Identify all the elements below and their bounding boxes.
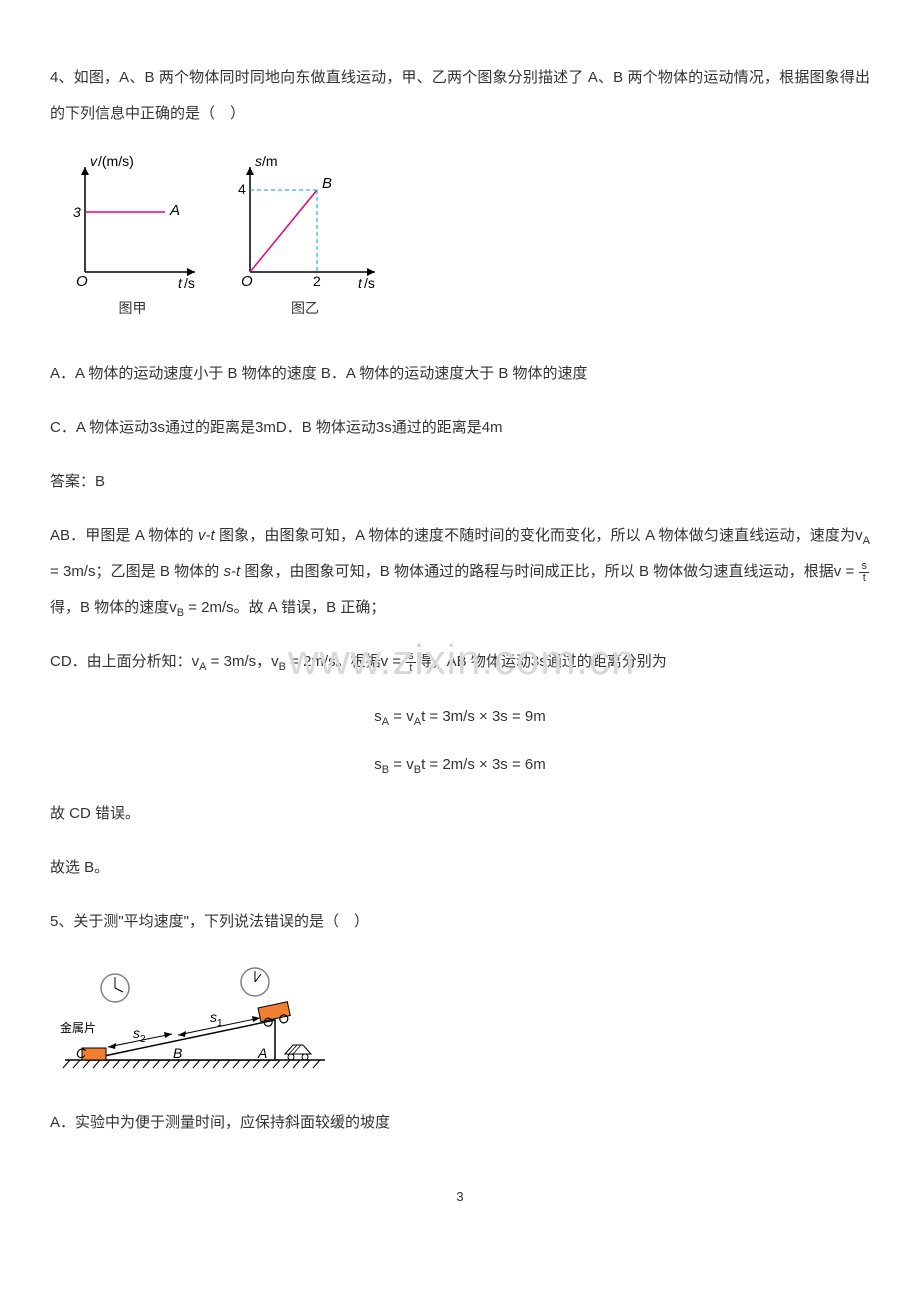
svg-text:/s: /s (184, 275, 195, 291)
q4-answer: 答案：B (50, 464, 870, 500)
q4-option-cd: C．A 物体运动3s通过的距离是3mD．B 物体运动3s通过的距离是4m (50, 410, 870, 446)
q5-figure-svg: s 1 s 2 金属片 A B C (60, 960, 330, 1075)
exp-ab-1: AB．甲图是 A 物体的 (50, 527, 198, 544)
svg-text:B: B (173, 1045, 182, 1061)
exp-ab-eq1: = 3m/s；乙图是 B 物体的 (50, 563, 223, 580)
chart-jia: 3 A v /(m/s) t /s O 图甲 (60, 152, 205, 326)
sb-eq: = (389, 756, 406, 773)
q4-text: 4、如图，A、B 两个物体同时同地向东做直线运动，甲、乙两个图象分别描述了 A、… (50, 60, 870, 132)
svg-text:O: O (76, 273, 88, 290)
frac-st: st (859, 561, 869, 584)
chart-jia-svg: 3 A v /(m/s) t /s O (60, 152, 205, 292)
frac-st-2: st (406, 651, 416, 674)
q4-conclusion: 故选 B。 (50, 850, 870, 886)
exp-ab-1e: = 2m/s。故 A 错误，B 正确； (184, 599, 385, 616)
exp-cd-1: CD．由上面分析知： (50, 653, 192, 670)
exp-ab-st: s-t (223, 563, 244, 580)
svg-text:2: 2 (140, 1034, 146, 1045)
svg-text:/m: /m (262, 153, 278, 169)
vb-sub: B (177, 607, 184, 619)
sa-v: v (406, 708, 414, 725)
q4-explain-cd-end: 故 CD 错误。 (50, 796, 870, 832)
vb: v (169, 599, 177, 616)
cd-eq2: = 2m/s。根据v = (286, 653, 405, 670)
exp-ab-vt: v-t (198, 527, 219, 544)
svg-text:2: 2 (313, 273, 321, 289)
sa-s: s (374, 708, 382, 725)
chart-yi: 4 2 B s /m t /s O 图乙 (225, 152, 385, 326)
sb-rest: t = 2m/s × 3s = 6m (421, 756, 546, 773)
svg-text:1: 1 (217, 1018, 223, 1029)
svg-text:s: s (133, 1025, 140, 1041)
chart-jia-caption: 图甲 (60, 292, 205, 326)
svg-text:C: C (76, 1045, 87, 1061)
eq-sa: sA = vAt = 3m/s × 3s = 9m (50, 699, 870, 735)
cd-vb-sub: B (279, 661, 286, 673)
q4-figures: 3 A v /(m/s) t /s O 图甲 4 2 B s /m t /s O (50, 152, 870, 326)
cd-vb: v (271, 653, 279, 670)
exp-cd-2: 得，AB 物体运动3s通过的距离分别为 (417, 653, 667, 670)
svg-text:O: O (241, 273, 253, 290)
eq-sb: sB = vBt = 2m/s × 3s = 6m (50, 747, 870, 783)
svg-text:/s: /s (364, 275, 375, 291)
svg-text:/(m/s): /(m/s) (98, 153, 134, 169)
svg-text:s: s (210, 1009, 217, 1025)
page-number: 3 (50, 1181, 870, 1212)
chart-yi-caption: 图乙 (225, 292, 385, 326)
svg-text:A: A (257, 1045, 267, 1061)
svg-text:t: t (358, 275, 363, 291)
sb-s: s (374, 756, 382, 773)
va-sub: A (863, 535, 870, 547)
frac-s: s (859, 561, 869, 573)
svg-text:s: s (255, 153, 262, 169)
q4-explain-ab: AB．甲图是 A 物体的 v-t 图象，由图象可知，A 物体的速度不随时间的变化… (50, 518, 870, 627)
q5-option-a: A．实验中为便于测量时间，应保持斜面较缓的坡度 (50, 1105, 870, 1141)
frac-t2: t (406, 663, 416, 674)
sb-v: v (406, 756, 414, 773)
cd-va-sub: A (199, 661, 206, 673)
exp-ab-1b: 图象，由图象可知，A 物体的速度不随时间的变化而变化，所以 A 物体做匀速直线运… (219, 527, 855, 544)
svg-text:4: 4 (238, 181, 246, 197)
svg-text:A: A (169, 202, 180, 219)
q4-explain-cd: CD．由上面分析知：vA = 3m/s，vB = 2m/s。根据v = st得，… (50, 644, 870, 680)
svg-text:B: B (322, 175, 332, 192)
sa-va: A (414, 716, 421, 728)
q5-figure: s 1 s 2 金属片 A B C (50, 960, 870, 1075)
q4-option-ab: A．A 物体的运动速度小于 B 物体的速度 B．A 物体的运动速度大于 B 物体… (50, 356, 870, 392)
cd-eq1: = 3m/s， (207, 653, 272, 670)
svg-text:3: 3 (73, 204, 81, 220)
sa-rest: t = 3m/s × 3s = 9m (421, 708, 546, 725)
svg-text:v: v (90, 153, 98, 169)
exp-ab-1d: 得，B 物体的速度 (50, 599, 169, 616)
frac-t: t (859, 573, 869, 584)
svg-text:t: t (178, 275, 183, 291)
va: v (855, 527, 863, 544)
sb-vb: B (414, 764, 421, 776)
chart-yi-svg: 4 2 B s /m t /s O (225, 152, 385, 292)
q5-text: 5、关于测"平均速度"，下列说法错误的是（ ） (50, 904, 870, 940)
exp-ab-1c: 图象，由图象可知，B 物体通过的路程与时间成正比，所以 B 物体做匀速直线运动，… (244, 563, 858, 580)
sa-eq: = (389, 708, 406, 725)
svg-text:金属片: 金属片 (60, 1020, 96, 1035)
